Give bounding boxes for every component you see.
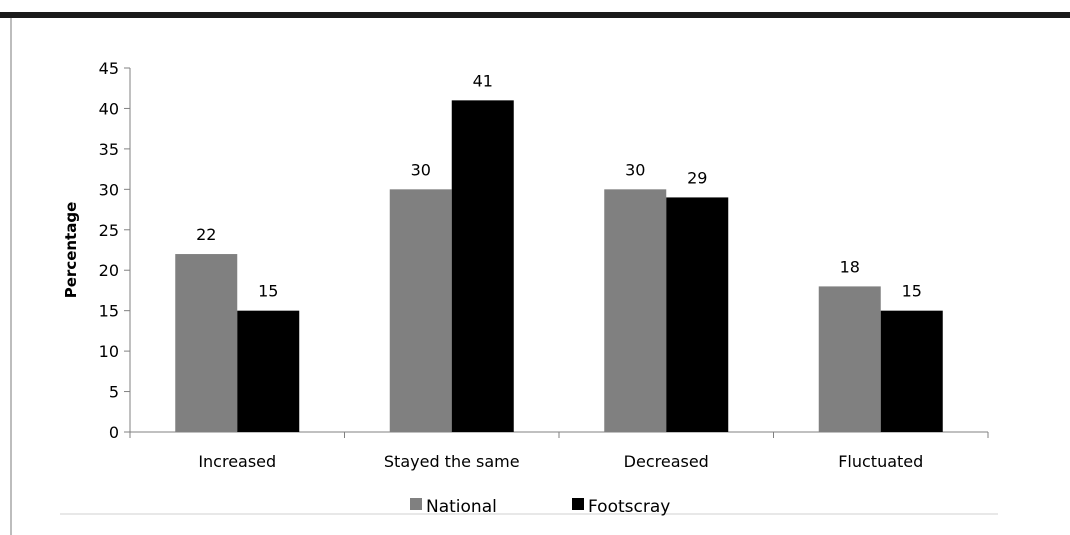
y-tick-label: 0 — [109, 423, 119, 442]
data-label: 41 — [473, 71, 493, 90]
bar — [175, 254, 238, 432]
bar — [818, 286, 881, 432]
legend: National Footscray — [410, 497, 670, 517]
bar — [880, 310, 943, 432]
x-category-label: Stayed the same — [384, 452, 520, 471]
left-border — [10, 18, 12, 535]
y-axis-title: Percentage — [62, 202, 80, 299]
bars — [175, 100, 943, 432]
data-label: 18 — [840, 257, 860, 276]
y-tick-label: 5 — [109, 383, 119, 402]
bar — [451, 100, 514, 432]
y-tick-label: 35 — [99, 140, 119, 159]
data-label: 30 — [411, 160, 431, 179]
legend-label: National — [426, 497, 497, 517]
top-border — [0, 12, 1070, 18]
legend-swatch — [572, 498, 584, 510]
data-label: 30 — [625, 160, 645, 179]
data-label: 15 — [258, 282, 278, 301]
legend-swatch — [410, 498, 422, 510]
data-label: 22 — [196, 225, 216, 244]
bar — [237, 310, 300, 432]
bar — [389, 189, 452, 432]
y-axis: 0 5 10 15 20 25 30 35 40 45 — [99, 59, 131, 442]
bar — [666, 197, 729, 432]
y-tick-label: 10 — [99, 342, 119, 361]
y-tick-label: 45 — [99, 59, 119, 78]
y-tick-label: 40 — [99, 99, 119, 118]
y-tick-label: 15 — [99, 302, 119, 321]
data-labels: 22 15 30 41 30 29 18 15 — [196, 71, 922, 300]
data-label: 29 — [687, 168, 707, 187]
x-category-label: Fluctuated — [838, 452, 923, 471]
y-tick-label: 20 — [99, 261, 119, 280]
x-axis: Increased Stayed the same Decreased Fluctua… — [129, 431, 989, 471]
x-category-label: Increased — [198, 452, 276, 471]
bar — [604, 189, 667, 432]
legend-label: Footscray — [588, 497, 670, 517]
x-category-label: Decreased — [624, 452, 709, 471]
y-tick-label: 30 — [99, 180, 119, 199]
y-tick-label: 25 — [99, 221, 119, 240]
data-label: 15 — [902, 282, 922, 301]
